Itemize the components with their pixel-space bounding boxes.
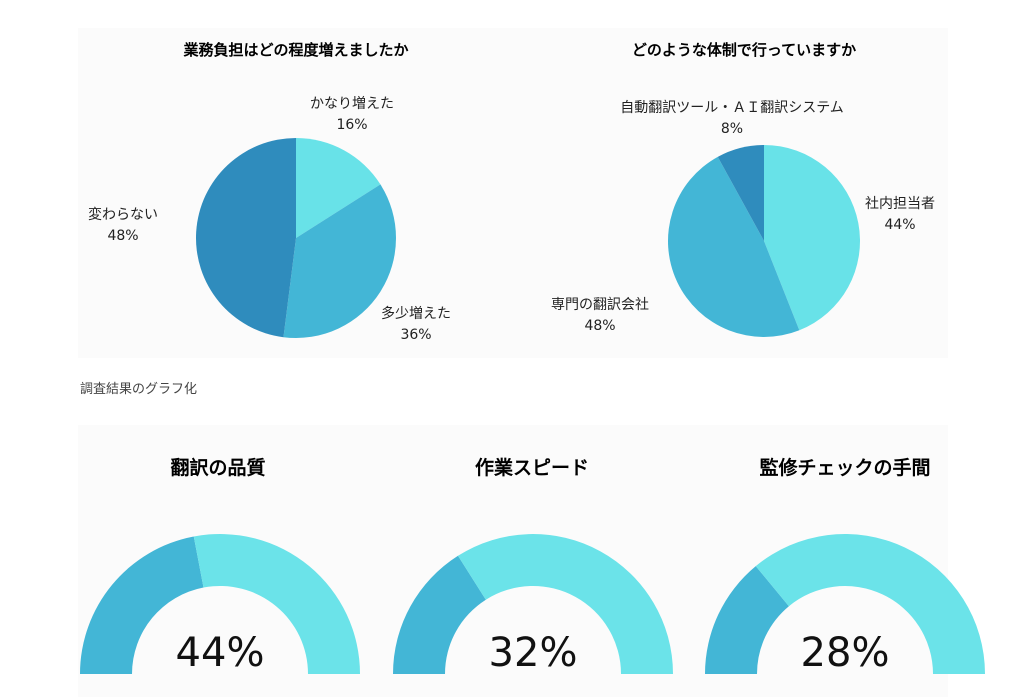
pie2-slice-label-1: 社内担当者 xyxy=(865,196,935,212)
gauge-speed-value-label: 32% xyxy=(489,630,578,676)
pie2-slice-value-1: 44% xyxy=(884,217,915,233)
gauge-check-title: 監修チェックの手間 xyxy=(759,456,930,479)
gauge-quality-value-label: 44% xyxy=(176,630,265,676)
pie1-slice-2 xyxy=(283,184,396,338)
pie1-slice-value-2: 36% xyxy=(400,327,431,343)
pie2-slice-label-2: 専門の翻訳会社 xyxy=(551,297,649,313)
pie1-slice-3 xyxy=(196,138,296,338)
pie2-slice-2 xyxy=(668,156,800,338)
pie2-title: どのような体制で行っていますか xyxy=(632,41,856,59)
pie2-slice-value-2: 48% xyxy=(584,318,615,334)
pie1-slice-label-2: 多少増えた xyxy=(381,305,451,322)
gauge-check-remaining-arc xyxy=(755,534,985,674)
pie1-slice-label-3: 変わらない xyxy=(88,206,158,223)
gauge-speed-value-arc xyxy=(393,555,486,674)
pie2-slice-value-3: 8% xyxy=(721,121,743,137)
gauge-quality-value-arc xyxy=(80,536,204,674)
pie1-slice-1 xyxy=(296,138,381,238)
pie1-slice-value-3: 48% xyxy=(107,228,138,244)
pie1-slice-label-1: かなり増えた xyxy=(310,96,394,112)
pie2-slice-1 xyxy=(764,145,860,331)
gauge-speed-remaining-arc xyxy=(457,534,673,674)
pie1-slice-value-1: 16% xyxy=(336,117,367,133)
gauge-speed-title: 作業スピード xyxy=(475,456,589,479)
gauge-check-value-arc xyxy=(705,566,789,674)
pie2-slice-3 xyxy=(717,145,764,241)
gauge-quality-title: 翻訳の品質 xyxy=(170,456,265,479)
gauge-quality-remaining-arc xyxy=(193,534,360,674)
figure-caption: 調査結果のグラフ化 xyxy=(80,382,198,397)
pie2-slice-label-3: 自動翻訳ツール・ＡＩ翻訳システム xyxy=(620,100,844,116)
pie1-title: 業務負担はどの程度増えましたか xyxy=(182,41,408,59)
gauge-check-value-label: 28% xyxy=(801,630,890,676)
